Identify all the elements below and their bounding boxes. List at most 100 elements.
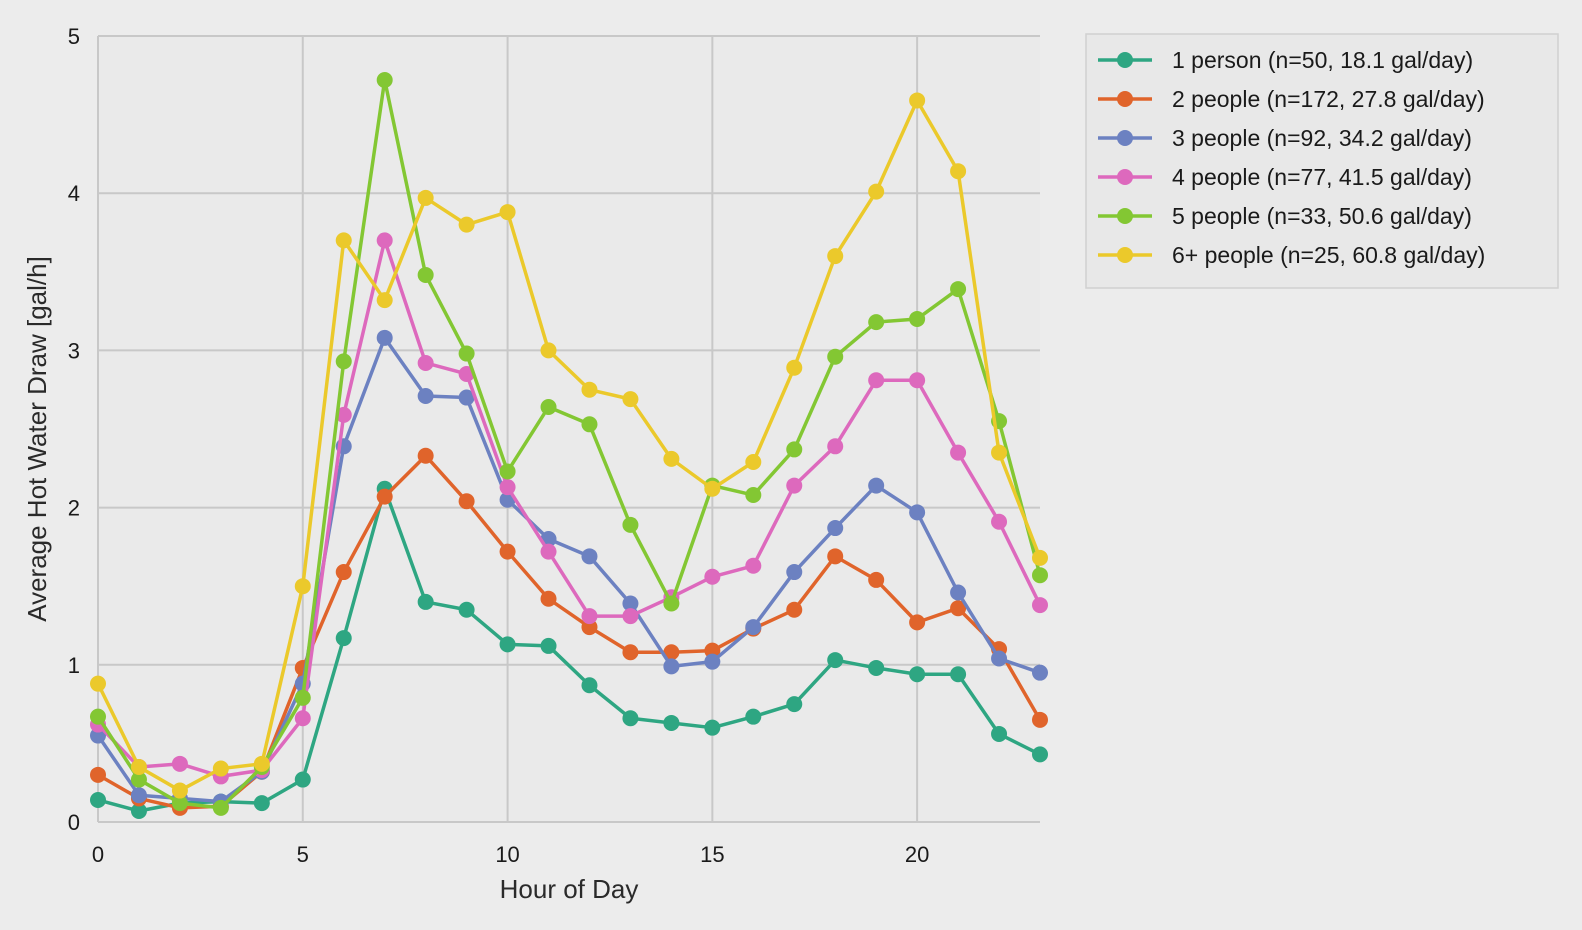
data-point <box>786 564 803 581</box>
data-point <box>663 595 680 612</box>
data-point <box>950 444 967 461</box>
data-point <box>294 689 311 706</box>
data-point <box>171 755 188 772</box>
data-point <box>1032 711 1048 728</box>
series-6 <box>90 92 1048 799</box>
data-point <box>1032 549 1048 566</box>
data-point <box>417 447 434 464</box>
data-point <box>991 444 1008 461</box>
data-point <box>950 584 967 601</box>
data-point <box>1032 664 1048 681</box>
data-point <box>1032 597 1048 614</box>
legend-swatch-marker <box>1117 208 1133 224</box>
data-point <box>499 543 516 560</box>
data-point <box>909 310 926 327</box>
data-point <box>130 787 147 804</box>
data-point <box>294 771 311 788</box>
data-point <box>786 601 803 618</box>
y-tick-label: 1 <box>68 653 80 678</box>
legend-label: 2 people (n=172, 27.8 gal/day) <box>1172 86 1485 112</box>
data-point <box>458 345 475 362</box>
data-point <box>704 719 721 736</box>
data-point <box>90 791 106 808</box>
y-tick-label: 4 <box>68 181 80 206</box>
x-tick-label: 0 <box>92 842 104 867</box>
data-point <box>909 372 926 389</box>
data-point <box>622 608 639 625</box>
legend: 1 person (n=50, 18.1 gal/day) 2 people (n… <box>1085 33 1559 289</box>
data-point <box>745 487 762 504</box>
legend-item: 1 person (n=50, 18.1 gal/day) <box>1098 47 1473 73</box>
legend-item: 2 people (n=172, 27.8 gal/day) <box>1098 86 1485 112</box>
legend-label: 4 people (n=77, 41.5 gal/day) <box>1172 164 1472 190</box>
data-point <box>130 802 147 819</box>
data-point <box>581 548 598 565</box>
data-point <box>376 329 393 346</box>
data-point <box>417 387 434 404</box>
y-axis-title: Average Hot Water Draw [gal/h] <box>22 256 52 622</box>
data-point <box>253 795 270 812</box>
data-point <box>499 463 516 480</box>
data-point <box>868 571 885 588</box>
data-point <box>90 708 106 725</box>
data-point <box>458 601 475 618</box>
y-tick-label: 0 <box>68 810 80 835</box>
series-lines <box>90 72 1048 819</box>
data-point <box>540 543 557 560</box>
data-point <box>499 479 516 496</box>
legend-swatch-marker <box>1117 91 1133 107</box>
data-point <box>663 714 680 731</box>
data-point <box>294 578 311 595</box>
data-point <box>581 619 598 636</box>
data-point <box>950 600 967 617</box>
data-point <box>581 416 598 433</box>
data-point <box>663 658 680 675</box>
data-point <box>704 642 721 659</box>
legend-box <box>1085 33 1559 289</box>
data-point <box>786 441 803 458</box>
data-point <box>540 342 557 359</box>
data-point <box>90 766 106 783</box>
data-point <box>212 799 229 816</box>
data-point <box>950 163 967 180</box>
data-point <box>704 653 721 670</box>
data-point <box>991 650 1008 667</box>
data-point <box>294 710 311 727</box>
data-point <box>622 516 639 533</box>
data-point <box>130 758 147 775</box>
data-point <box>745 454 762 471</box>
series-line <box>96 336 1041 804</box>
data-point <box>745 619 762 636</box>
legend-swatch-marker <box>1117 247 1133 263</box>
x-tick-label: 10 <box>495 842 519 867</box>
data-point <box>335 232 352 249</box>
data-point <box>663 644 680 661</box>
legend-label: 1 person (n=50, 18.1 gal/day) <box>1172 47 1473 73</box>
data-point <box>827 438 844 455</box>
legend-label: 6+ people (n=25, 60.8 gal/day) <box>1172 242 1485 268</box>
data-point <box>458 493 475 510</box>
data-point <box>90 727 106 744</box>
data-point <box>909 92 926 109</box>
legend-swatch-marker <box>1117 52 1133 68</box>
data-point <box>171 795 188 812</box>
data-point <box>786 696 803 713</box>
data-point <box>130 771 147 788</box>
data-point <box>786 477 803 494</box>
data-point <box>335 353 352 370</box>
data-point <box>581 677 598 694</box>
legend-item: 3 people (n=92, 34.2 gal/day) <box>1098 125 1472 151</box>
x-tick-label: 20 <box>905 842 929 867</box>
data-point <box>540 398 557 415</box>
data-point <box>90 675 106 692</box>
data-point <box>868 314 885 331</box>
data-point <box>417 189 434 206</box>
data-point <box>827 520 844 537</box>
data-point <box>376 232 393 249</box>
data-point <box>376 488 393 505</box>
data-point <box>622 391 639 408</box>
data-point <box>499 636 516 653</box>
data-point <box>335 630 352 647</box>
